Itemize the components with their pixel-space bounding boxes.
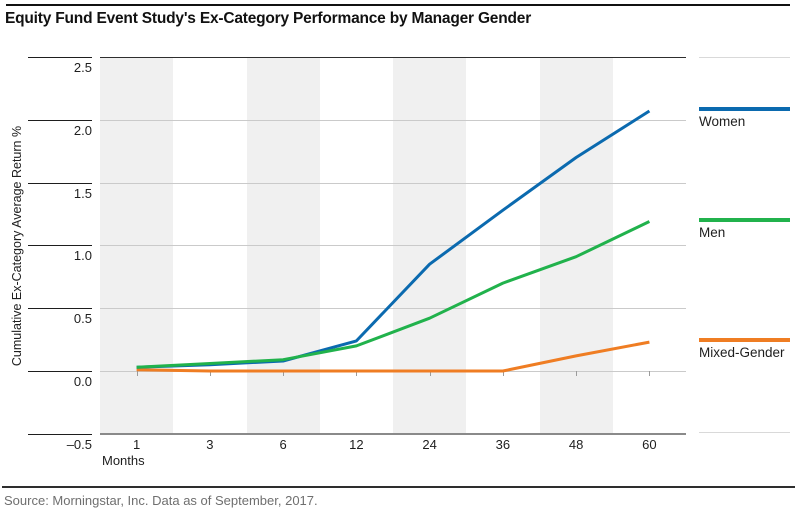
y-axis-tick-rule: [28, 182, 92, 184]
y-axis-tick-label: 0.5: [73, 311, 92, 327]
x-axis-title: Months: [102, 453, 145, 468]
y-axis-tick-label: 2.0: [73, 122, 92, 138]
zero-baseline-tick: [502, 371, 504, 376]
y-axis-tick-rule: [28, 433, 92, 435]
y-axis-tick-rule: [28, 245, 92, 247]
y-axis-tick-label: –0.5: [66, 436, 92, 452]
series-line-women: [136, 109, 651, 369]
gridline: [100, 182, 686, 184]
y-axis-tick-label: 0.0: [73, 374, 92, 389]
y-axis-tick-rule: [28, 308, 92, 310]
x-axis-tick-label: 60: [642, 437, 657, 452]
series-line-mixed-gender: [136, 340, 650, 373]
y-axis-tick-rule: [28, 371, 92, 372]
x-axis-line: [100, 432, 686, 435]
legend-swatch-women: [699, 107, 790, 111]
zero-baseline-tick: [209, 371, 211, 376]
page-title: Equity Fund Event Study's Ex-Category Pe…: [5, 10, 532, 27]
x-axis-tick-label: 6: [279, 437, 287, 452]
y-axis-tick-label: 2.5: [73, 60, 92, 75]
legend-swatch-men: [699, 217, 790, 222]
legend-label-men: Men: [699, 224, 726, 240]
y-axis-tick-label: 1.5: [73, 185, 92, 201]
zero-baseline-tick: [283, 371, 285, 376]
bottom-rule: [2, 486, 795, 488]
y-axis-tick-rule: [28, 57, 92, 58]
x-axis-tick-label: 36: [495, 437, 511, 452]
gridline: [100, 119, 686, 121]
legend-label-women: Women: [699, 114, 746, 129]
legend-bottom-edge: [699, 432, 790, 433]
series-line-men: [136, 220, 651, 369]
source-note: Source: Morningstar, Inc. Data as of Sep…: [4, 493, 318, 508]
x-axis-tick-label: 48: [568, 437, 584, 452]
y-axis-tick-rule: [28, 119, 92, 121]
zero-baseline-tick: [576, 371, 578, 376]
x-axis-tick-label: 1: [133, 437, 141, 452]
zero-baseline-tick: [429, 371, 431, 376]
gridline: [100, 245, 686, 247]
gridline: [100, 308, 686, 310]
legend-swatch-mixed-gender: [699, 338, 790, 343]
legend-top-edge: [699, 57, 790, 58]
y-axis-tick-label: 1.0: [73, 248, 92, 264]
zero-baseline-tick: [356, 371, 358, 376]
x-axis-tick-label: 3: [206, 437, 214, 452]
x-axis-tick-label: 24: [422, 437, 437, 452]
top-rule: [6, 4, 790, 6]
zero-baseline-tick: [136, 371, 138, 376]
legend-label-mixed-gender: Mixed-Gender: [699, 345, 785, 361]
x-axis-tick-label: 12: [349, 437, 364, 452]
zero-baseline-tick: [649, 371, 651, 376]
plot-top-rule: [100, 57, 686, 58]
